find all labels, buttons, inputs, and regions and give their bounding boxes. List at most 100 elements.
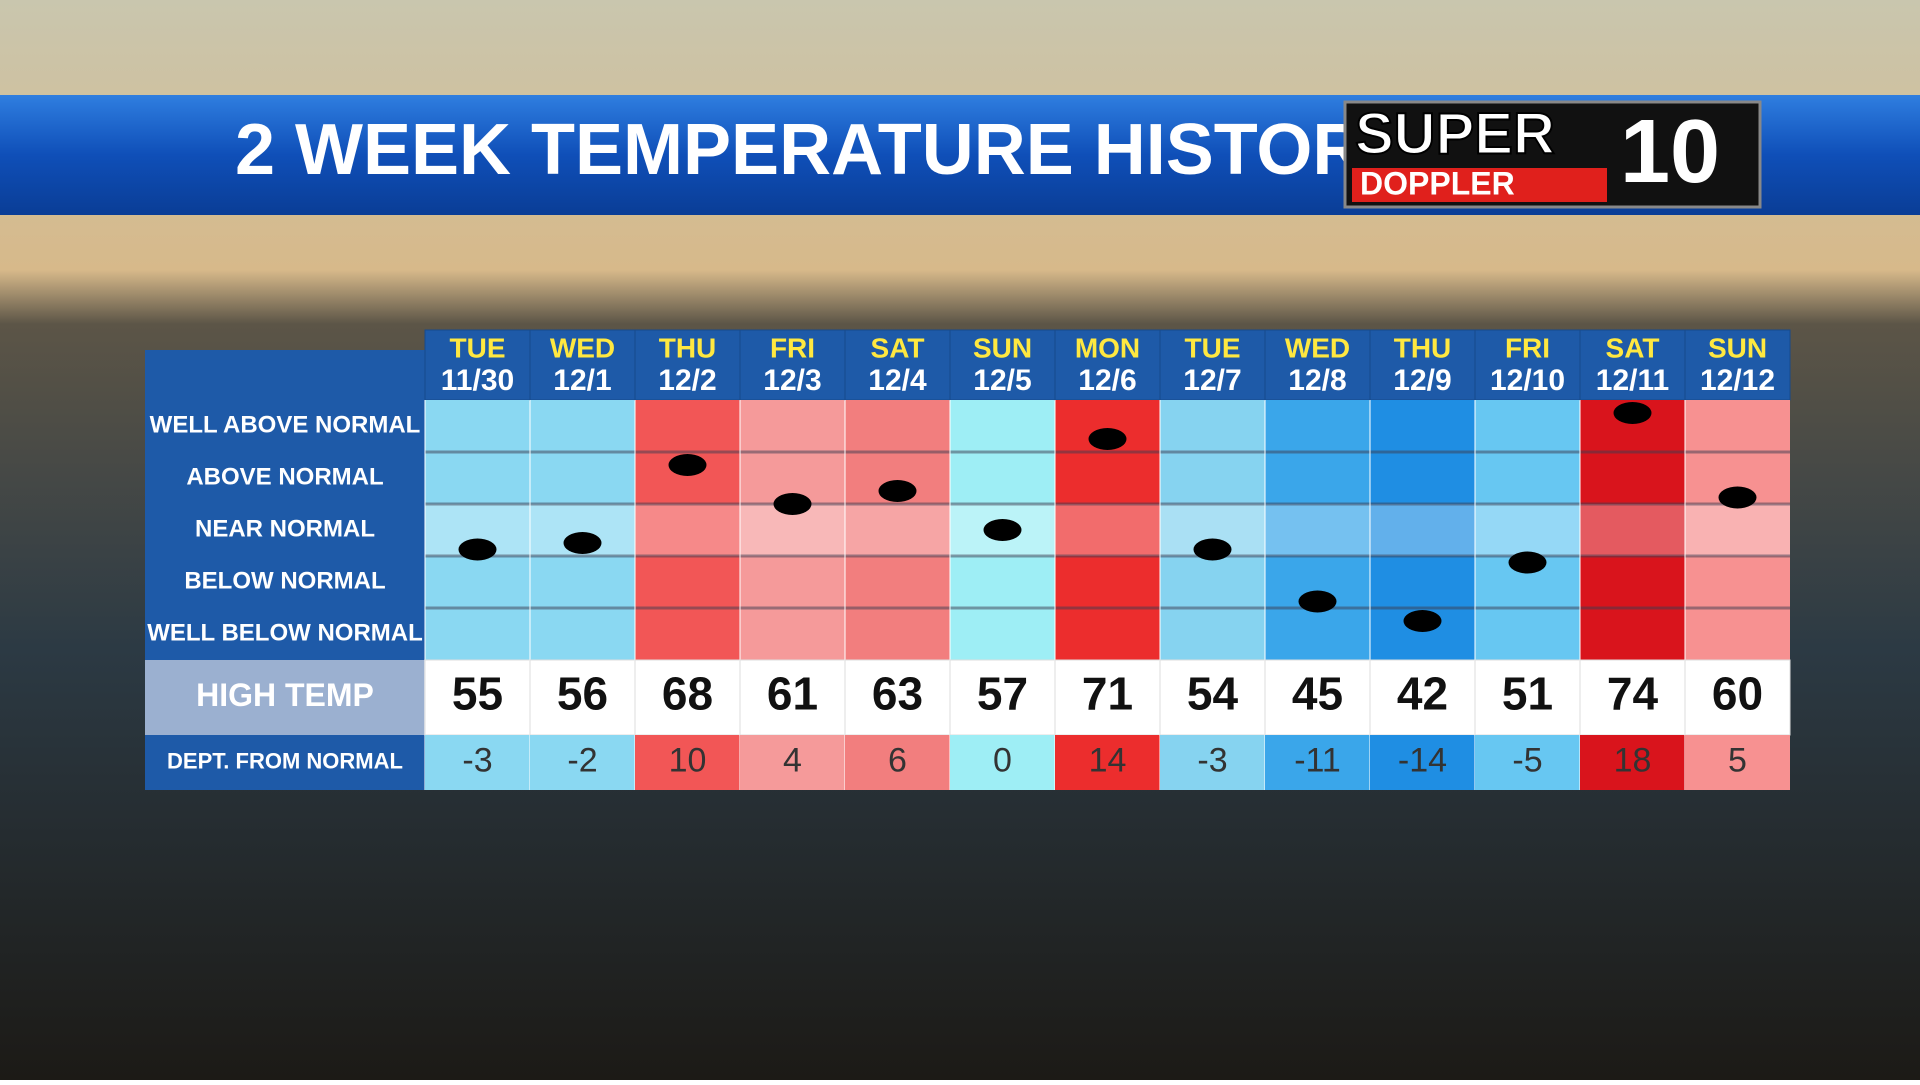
header-cell (844, 329, 951, 401)
day-label: SAT (1606, 332, 1660, 363)
day-label: SUN (973, 332, 1032, 363)
day-column (1685, 400, 1790, 660)
departure-value: 6 (888, 741, 907, 779)
day-label: THU (659, 332, 717, 363)
near-normal-band (1370, 504, 1475, 556)
high-cell (1684, 659, 1791, 736)
high-temp: 56 (557, 668, 608, 720)
dept-cell (1265, 735, 1370, 790)
header-cell (1474, 329, 1581, 401)
header-cell (1684, 329, 1791, 401)
dept-cell (635, 735, 740, 790)
departure-dot (773, 493, 812, 515)
high-temp: 74 (1607, 668, 1659, 720)
departure-dot (668, 454, 707, 476)
high-temp: 57 (977, 668, 1028, 720)
dept-cell (1580, 735, 1685, 790)
dept-cell (740, 735, 845, 790)
departure-value: 0 (993, 741, 1012, 779)
departure-dot (1613, 402, 1652, 424)
dept-cell (1475, 735, 1580, 790)
header-cell (1159, 329, 1266, 401)
departure-dot (878, 480, 917, 502)
dept-cell (1370, 735, 1475, 790)
day-label: FRI (770, 332, 815, 363)
near-normal-band (1265, 504, 1370, 556)
departure-value: -2 (567, 741, 597, 779)
departure-value: 4 (783, 741, 802, 779)
day-column (1160, 400, 1265, 660)
departure-dot (983, 519, 1022, 541)
near-normal-band (1580, 504, 1685, 556)
high-temp: 55 (452, 668, 503, 720)
row-label: NEAR NORMAL (195, 515, 375, 542)
table: WELL ABOVE NORMAL ABOVE NORMAL NEAR NORMAL… (145, 329, 1791, 790)
high-cell (634, 659, 741, 736)
date-label: 12/2 (658, 364, 716, 397)
departure-value: 10 (669, 741, 707, 779)
high-cell (1054, 659, 1161, 736)
logo-red (1352, 168, 1607, 202)
departure-value: 14 (1089, 741, 1127, 779)
high-temp: 42 (1397, 668, 1448, 720)
near-normal-band (845, 504, 950, 556)
high-temp: 60 (1712, 668, 1763, 720)
date-label: 12/1 (553, 364, 611, 397)
departure-value: 5 (1728, 741, 1747, 779)
departure-value: -11 (1294, 741, 1341, 779)
row-label: WELL ABOVE NORMAL (150, 411, 421, 438)
near-normal-band (635, 504, 740, 556)
day-column (530, 400, 635, 660)
header-cell (1579, 329, 1686, 401)
near-normal-band (1055, 504, 1160, 556)
day-label: TUE (1185, 332, 1241, 363)
departure-dot (1193, 538, 1232, 561)
dept-cell (845, 735, 950, 790)
dept-cell (530, 735, 635, 790)
near-normal-band (1475, 504, 1580, 556)
logo-number: 10 (1620, 102, 1720, 202)
day-column (1475, 400, 1580, 660)
header-cell (529, 329, 636, 401)
day-label: FRI (1505, 332, 1550, 363)
departure-dot (563, 532, 602, 554)
dept-cell (1160, 735, 1265, 790)
row-label: ABOVE NORMAL (186, 463, 383, 490)
dept-label: DEPT. FROM NORMAL (167, 748, 403, 773)
date-label: 12/12 (1700, 364, 1775, 397)
high-label-bg (145, 660, 425, 735)
dept-cell (1685, 735, 1790, 790)
high-temp: 54 (1187, 668, 1239, 720)
near-normal-band (1685, 504, 1790, 556)
departure-dot (458, 538, 497, 561)
high-temp: 68 (662, 668, 713, 720)
date-label: 12/9 (1393, 364, 1451, 397)
day-label: MON (1075, 332, 1140, 363)
dept-cell (950, 735, 1055, 790)
date-label: 12/3 (763, 364, 821, 397)
departure-dot (1508, 551, 1547, 574)
date-label: 12/5 (973, 364, 1031, 397)
departure-value: 18 (1614, 741, 1652, 779)
row-label: BELOW NORMAL (184, 567, 385, 594)
day-column (635, 400, 740, 660)
departure-value: -3 (462, 741, 492, 779)
day-column (425, 400, 530, 660)
dept-cell (425, 735, 530, 790)
departure-dot (1718, 486, 1757, 509)
day-label: WED (550, 332, 615, 363)
day-column (740, 400, 845, 660)
departure-value: -3 (1197, 741, 1227, 779)
row-label: WELL BELOW NORMAL (147, 619, 423, 646)
departure-dot (1403, 610, 1442, 632)
high-cell (1264, 659, 1371, 736)
dept-cell (1055, 735, 1160, 790)
high-temp: 71 (1082, 668, 1133, 720)
header-cell (1054, 329, 1161, 401)
day-column (1580, 400, 1685, 660)
logo-bottom: DOPPLER (1360, 165, 1515, 201)
high-temp: 45 (1292, 668, 1343, 720)
day-column (845, 400, 950, 660)
